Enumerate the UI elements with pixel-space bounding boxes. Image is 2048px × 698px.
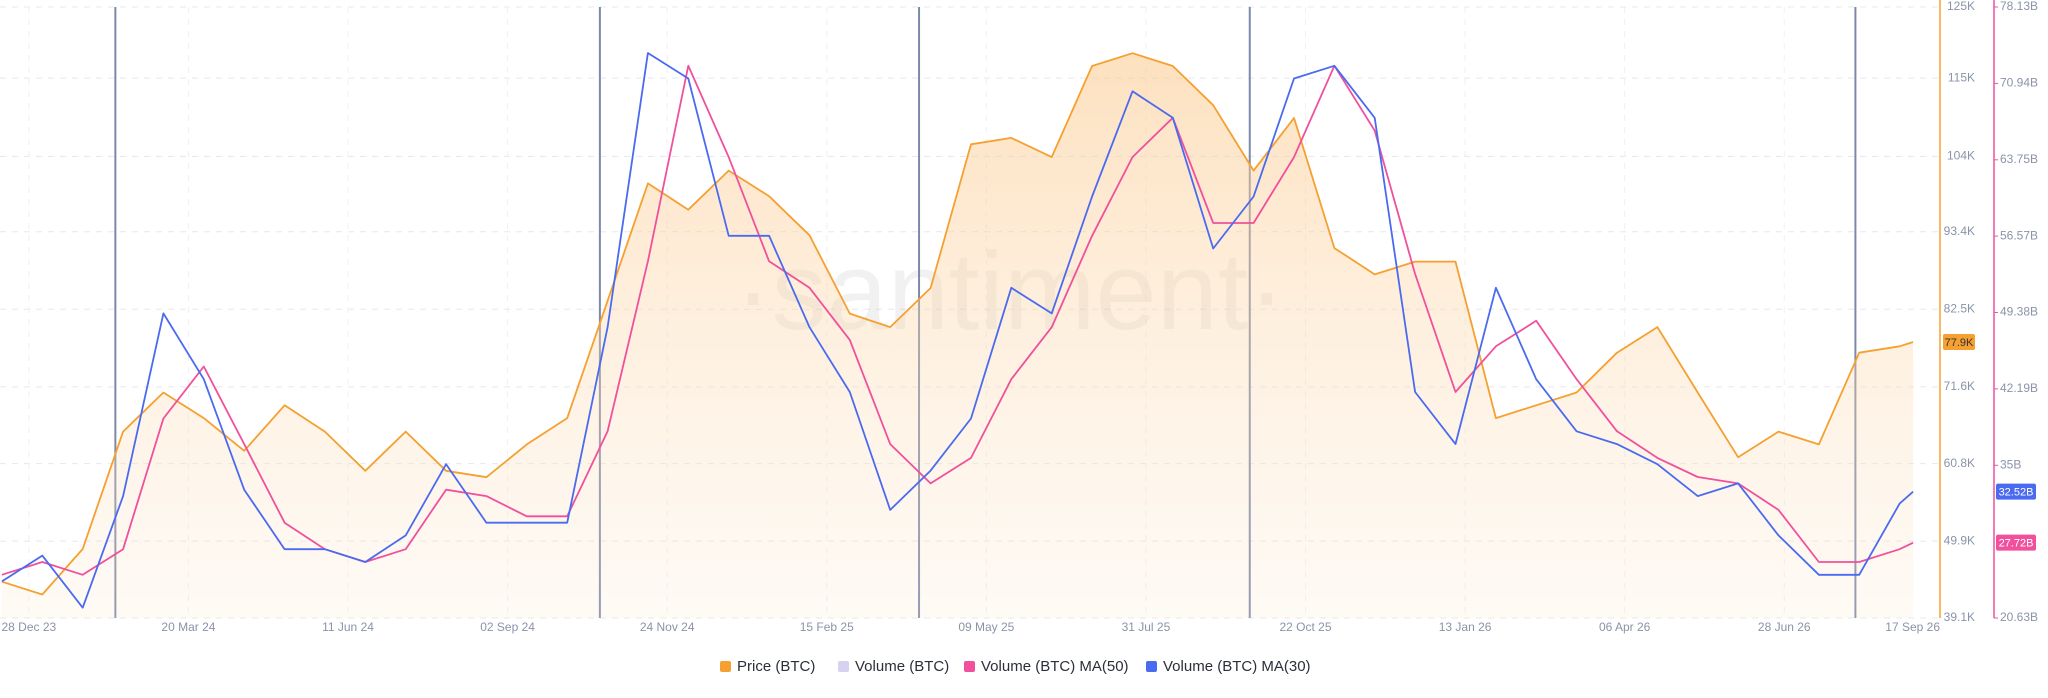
legend-swatch <box>838 661 849 672</box>
legend-label: Volume (BTC) <box>855 658 949 675</box>
legend-label: Volume (BTC) MA(50) <box>981 658 1129 675</box>
legend-swatch <box>720 661 731 672</box>
x-tick-label: 31 Jul 25 <box>1122 620 1171 634</box>
end-label: 77.9K <box>1945 337 1974 349</box>
x-tick-label: 24 Nov 24 <box>640 620 695 634</box>
x-tick-label: 09 May 25 <box>958 620 1014 634</box>
end-badge <box>1996 483 2036 500</box>
end-badge <box>1943 334 1975 351</box>
y-tick-label: 115K <box>1948 70 1975 84</box>
x-tick-label: 22 Oct 25 <box>1279 620 1331 634</box>
y2-tick-label: 42.19B <box>2000 381 2038 395</box>
legend: Price (BTC) Volume (BTC) Volume (BTC) MA(5… <box>720 658 1311 675</box>
axes: 39.1K 49.9K 60.8K 71.6K 82.5K 93.4K 104K 115K 12… <box>1 0 2038 634</box>
y2-tick-label: 63.75B <box>2000 152 2038 166</box>
price-area <box>1 53 1914 618</box>
legend-swatch <box>1146 661 1157 672</box>
end-label: 27.72B <box>1999 538 2034 550</box>
x-tick-label: 15 Feb 25 <box>800 620 854 634</box>
y2-tick-label: 35B <box>2000 457 2021 471</box>
x-tick-label: 17 Sep 26 <box>1885 620 1940 634</box>
y2-tick-label: 78.13B <box>2000 0 2038 13</box>
plot <box>1 7 1914 618</box>
y-tick-label: 71.6K <box>1944 379 1975 393</box>
end-label: 32.52B <box>1999 487 2034 499</box>
x-tick-label: 28 Jun 26 <box>1758 620 1811 634</box>
y-tick-label: 49.9K <box>1944 533 1975 547</box>
y2-tick-label: 56.57B <box>2000 228 2038 242</box>
y-tick-label: 125K <box>1947 0 1975 13</box>
legend-label: Price (BTC) <box>737 658 815 675</box>
series-line <box>1 52 1914 609</box>
y2-tick-label: 20.63B <box>2000 610 2038 624</box>
y-tick-label: 82.5K <box>1944 301 1975 315</box>
y-tick-label: 93.4K <box>1944 224 1975 238</box>
y-tick-label: 104K <box>1947 149 1975 163</box>
x-tick-label: 28 Dec 23 <box>1 620 56 634</box>
x-tick-label: 11 Jun 24 <box>322 620 374 634</box>
legend-swatch <box>964 661 975 672</box>
legend-label: Volume (BTC) MA(30) <box>1163 658 1311 675</box>
x-tick-label: 02 Sep 24 <box>480 620 535 634</box>
x-tick-label: 13 Jan 26 <box>1439 620 1492 634</box>
series-line <box>1 52 1914 596</box>
x-tick-label: 20 Mar 24 <box>161 620 215 634</box>
y-tick-label: 39.1K <box>1944 610 1975 624</box>
x-tick-label: 06 Apr 26 <box>1599 620 1651 634</box>
y2-tick-label: 49.38B <box>2000 305 2038 319</box>
end-badge <box>1996 534 2036 551</box>
y-tick-label: 60.8K <box>1944 456 1975 470</box>
y2-tick-label: 70.94B <box>2000 76 2038 90</box>
